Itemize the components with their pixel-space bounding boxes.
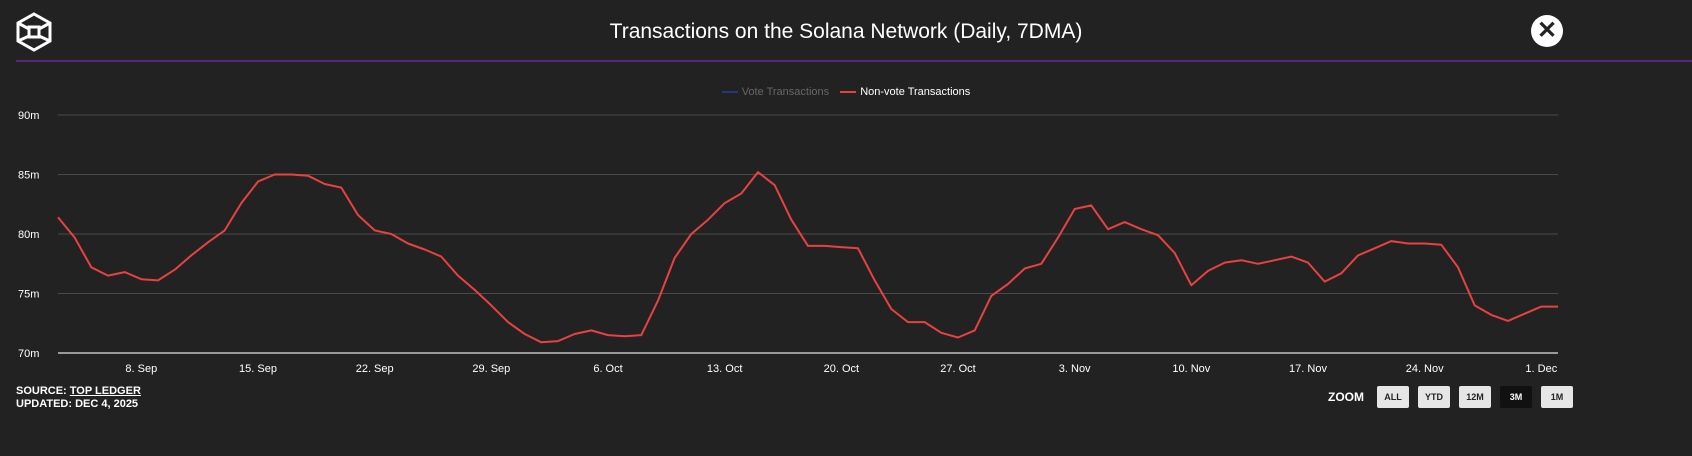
source-info: SOURCE: TOP LEDGER UPDATED: DEC 4, 2025 (16, 385, 141, 411)
zoom-ytd-button[interactable]: YTD (1418, 386, 1450, 408)
x-tick-label: 10. Nov (1172, 363, 1210, 375)
y-tick-label: 70m (18, 348, 39, 360)
x-tick-label: 22. Sep (356, 363, 394, 375)
x-tick-label: 8. Sep (125, 363, 157, 375)
x-tick-label: 6. Oct (593, 363, 622, 375)
legend-label: Non-vote Transactions (860, 86, 971, 98)
y-tick-label: 90m (18, 110, 39, 122)
zoom-12m-button[interactable]: 12M (1459, 386, 1491, 408)
legend: Vote Transactions Non-vote Transactions (0, 84, 1692, 98)
zoom-1m-button[interactable]: 1M (1541, 386, 1573, 408)
zoom-3m-button[interactable]: 3M (1500, 386, 1532, 408)
zoom-all-button[interactable]: ALL (1377, 386, 1409, 408)
x-tick-label: 1. Dec (1525, 363, 1557, 375)
chart-title: Transactions on the Solana Network (Dail… (609, 20, 1083, 43)
y-tick-label: 75m (18, 289, 39, 301)
x-tick-label: 29. Sep (472, 363, 510, 375)
legend-item-nonvote[interactable]: Non-vote Transactions (840, 86, 970, 98)
zoom-label: ZOOM (1328, 390, 1364, 404)
updated-date: UPDATED: DEC 4, 2025 (16, 398, 139, 410)
source-link[interactable]: TOP LEDGER (69, 385, 141, 397)
legend-label: Vote Transactions (741, 86, 830, 98)
y-tick-label: 85m (18, 170, 39, 182)
x-tick-label: 15. Sep (239, 363, 277, 375)
x-tick-label: 17. Nov (1289, 363, 1327, 375)
series-line-nonvote (57, 171, 1558, 344)
zoom-controls: ZOOM ALL YTD 12M 3M 1M (1328, 386, 1573, 408)
cube-logo-icon (16, 12, 52, 52)
x-tick-label: 20. Oct (824, 363, 859, 375)
source-label: SOURCE: (16, 385, 70, 397)
close-icon[interactable]: ✕ (1531, 15, 1563, 47)
x-tick-label: 3. Nov (1059, 363, 1091, 375)
legend-item-vote[interactable]: Vote Transactions (721, 86, 830, 98)
y-tick-label: 80m (18, 229, 39, 241)
x-tick-label: 13. Oct (707, 363, 742, 375)
x-tick-label: 27. Oct (940, 363, 975, 375)
x-tick-label: 24. Nov (1406, 363, 1444, 375)
header-divider (16, 60, 1692, 62)
